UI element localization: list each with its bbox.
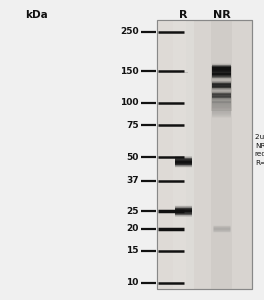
Bar <box>173 20 194 289</box>
Text: 25: 25 <box>126 207 139 216</box>
Bar <box>157 20 252 289</box>
Text: 100: 100 <box>120 98 139 107</box>
Text: 250: 250 <box>120 27 139 36</box>
Text: 75: 75 <box>126 121 139 130</box>
Bar <box>211 66 232 111</box>
Text: 2ug loading
NR=Non-
reduced
R=reduced: 2ug loading NR=Non- reduced R=reduced <box>255 134 264 166</box>
Text: 15: 15 <box>126 247 139 256</box>
Text: 20: 20 <box>126 224 139 233</box>
Text: 150: 150 <box>120 67 139 76</box>
Text: 37: 37 <box>126 176 139 185</box>
Bar <box>211 20 232 289</box>
Text: 50: 50 <box>126 152 139 161</box>
Text: kDa: kDa <box>25 11 48 20</box>
Text: NR: NR <box>213 11 230 20</box>
Text: 10: 10 <box>126 278 139 287</box>
Bar <box>157 20 252 289</box>
Text: R: R <box>180 11 188 20</box>
Bar <box>157 20 186 289</box>
